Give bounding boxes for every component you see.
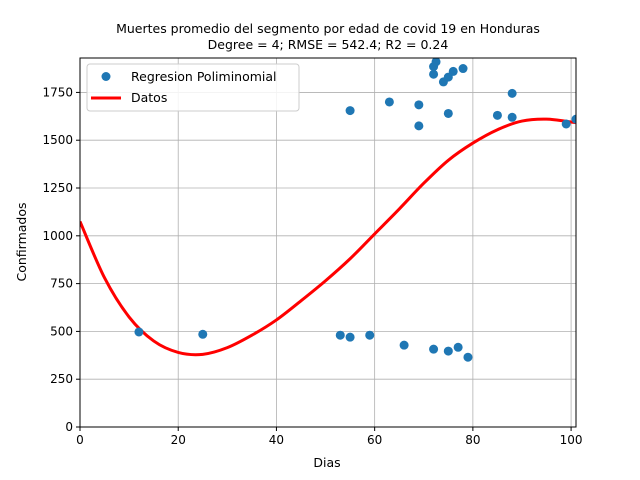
- y-tick-label: 1250: [42, 181, 73, 195]
- regression-curve: [80, 117, 576, 357]
- legend: Regresion Poliminomial Datos: [86, 63, 300, 112]
- scatter-point: [384, 97, 394, 107]
- scatter-point: [429, 69, 439, 79]
- scatter-points: [134, 58, 576, 362]
- scatter-point: [134, 327, 144, 337]
- y-tick-label: 500: [50, 324, 73, 338]
- legend-label-scatter: Regresion Poliminomial: [131, 69, 277, 84]
- legend-label-line: Datos: [131, 90, 167, 105]
- scatter-point: [414, 100, 424, 110]
- x-tick-label: 100: [560, 433, 583, 447]
- scatter-point: [443, 346, 453, 356]
- y-tick-label: 1500: [42, 133, 73, 147]
- scatter-point: [443, 108, 453, 118]
- x-tick-label: 40: [269, 433, 284, 447]
- scatter-point: [448, 66, 458, 76]
- x-tick-label: 0: [76, 433, 84, 447]
- scatter-point: [507, 112, 517, 122]
- x-axis-ticks: 0 20 40 60 80 100: [76, 427, 583, 447]
- scatter-point: [414, 121, 424, 131]
- y-tick-label: 750: [50, 277, 73, 291]
- chart-title: Muertes promedio del segmento por edad d…: [116, 21, 540, 36]
- scatter-point: [507, 88, 517, 98]
- scatter-point: [561, 119, 571, 129]
- gridlines: [79, 58, 576, 428]
- y-axis-ticks: 0 250 500 750 1000 1250 1500 1750: [42, 85, 80, 434]
- y-tick-label: 0: [65, 420, 73, 434]
- scatter-point: [429, 344, 439, 354]
- legend-marker-scatter: [101, 72, 111, 81]
- scatter-point: [345, 332, 355, 342]
- scatter-point: [431, 58, 441, 67]
- x-tick-label: 20: [171, 433, 186, 447]
- y-tick-label: 1750: [42, 85, 73, 99]
- x-tick-label: 80: [465, 433, 480, 447]
- scatter-point: [365, 330, 375, 340]
- x-tick-label: 60: [367, 433, 382, 447]
- chart-subtitle: Degree = 4; RMSE = 542.4; R2 = 0.24: [208, 37, 449, 52]
- x-axis-label: Dias: [313, 455, 340, 470]
- y-axis-label: Confirmados: [14, 202, 29, 281]
- scatter-point: [571, 114, 576, 124]
- scatter-point: [198, 329, 208, 339]
- plot-frame: [79, 57, 577, 428]
- scatter-point: [463, 352, 473, 362]
- legend-box: [86, 63, 300, 112]
- scatter-point: [458, 64, 468, 74]
- regression-curve-group: [80, 117, 576, 357]
- y-tick-label: 1000: [42, 229, 73, 243]
- y-tick-label: 250: [50, 372, 73, 386]
- scatter-point: [399, 340, 409, 350]
- scatter-point: [453, 342, 463, 352]
- scatter-point: [335, 330, 345, 340]
- scatter-point: [492, 110, 502, 120]
- scatter-point: [345, 106, 355, 116]
